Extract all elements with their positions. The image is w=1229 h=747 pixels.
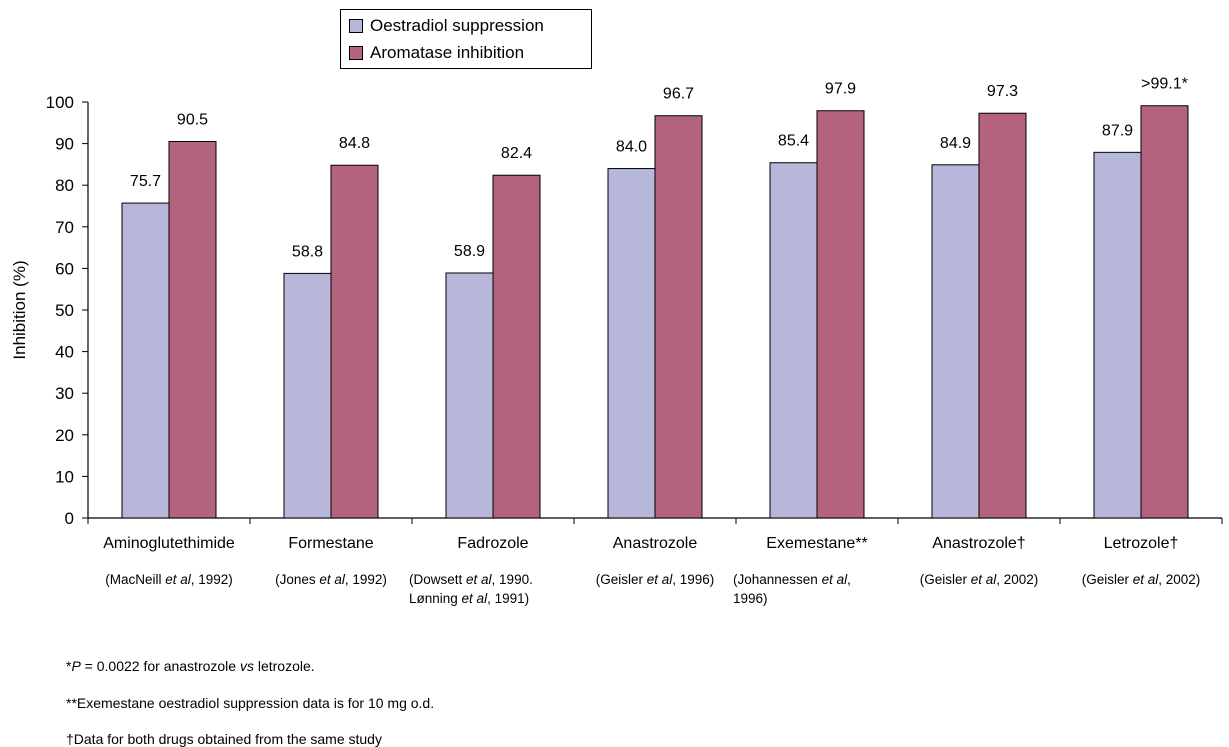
bar-value-label: 82.4 [501,145,532,162]
y-tick-label: 90 [55,135,74,154]
reference-part: , 1990. [492,572,533,587]
bar-oestradiol [445,272,494,519]
reference-part: , 1992) [191,572,233,587]
bar-value-label: 84.8 [339,135,370,152]
bar-oestradiol [931,164,980,519]
bar-oestradiol [607,168,656,519]
category-reference: (MacNeill et al, 1992) [105,572,233,587]
bar-aromatase [492,174,541,519]
bar-aromatase [978,112,1027,519]
bar-value-label: 58.9 [454,243,485,260]
y-tick-label: 40 [55,343,74,362]
bar-aromatase [654,115,703,519]
x-category-label: Anastrozole [613,535,698,552]
bar-value-label: 84.0 [616,139,647,156]
reference-part: (Geisler [596,572,647,587]
category-reference: 1996) [733,591,768,606]
reference-part: Lønning [409,591,462,606]
reference-part: 1996) [733,591,768,606]
bar-aromatase [816,110,865,519]
y-axis-title: Inhibition (%) [10,260,29,359]
category-reference: (Geisler et al, 1996) [596,572,715,587]
bar-value-label: 97.3 [987,83,1018,100]
reference-part: , 2002) [996,572,1038,587]
reference-part: et al [822,572,849,587]
category-reference: (Geisler et al, 2002) [920,572,1039,587]
reference-part: (Dowsett [409,572,466,587]
y-tick-label: 60 [55,259,74,278]
reference-part: et al [466,572,493,587]
reference-part: et al [647,572,674,587]
legend-label-oestradiol: Oestradiol suppression [370,16,544,35]
y-tick-label: 80 [55,176,74,195]
x-category-label: Aminoglutethimide [103,535,235,552]
bar-value-label: 58.8 [292,243,323,260]
reference-part: (Geisler [1082,572,1133,587]
footnote-p-value: *P = 0.0022 for anastrozole vs letrozole… [66,658,315,674]
category-reference: (Geisler et al, 2002) [1082,572,1201,587]
y-tick-label: 70 [55,218,74,237]
y-tick-label: 100 [46,93,74,112]
reference-part: et al [165,572,192,587]
y-tick-label: 30 [55,384,74,403]
x-category-label: Letrozole† [1104,535,1179,552]
bar-value-label: 84.9 [940,135,971,152]
x-category-label: Exemestane** [766,535,867,552]
bar-value-label: 87.9 [1102,122,1133,139]
category-reference: (Jones et al, 1992) [275,572,387,587]
reference-part: , [847,572,851,587]
reference-part: , 1996) [672,572,714,587]
x-category-label: Formestane [288,535,373,552]
reference-part: et al [319,572,346,587]
y-tick-label: 0 [65,509,74,528]
reference-part: (Jones [275,572,319,587]
reference-part: , 2002) [1158,572,1200,587]
chart-legend: Oestradiol suppression Aromatase inhibit… [340,9,592,69]
reference-part: et al [971,572,998,587]
bar-value-label: 75.7 [130,173,161,190]
category-reference: Lønning et al, 1991) [409,591,529,606]
legend-item-oestradiol-suppression: Oestradiol suppression [349,15,544,37]
bar-oestradiol [121,202,170,519]
reference-part: et al [1133,572,1160,587]
legend-item-aromatase-inhibition: Aromatase inhibition [349,42,524,64]
legend-swatch-oestradiol [349,19,363,33]
bar-value-label: >99.1* [1141,76,1188,93]
bar-oestradiol [769,162,818,519]
bar-value-label: 97.9 [825,81,856,98]
x-category-label: Anastrozole† [932,535,1025,552]
reference-part: (Johannessen [733,572,822,587]
x-category-label: Fadrozole [457,535,528,552]
footnote-exemestane: **Exemestane oestradiol suppression data… [66,695,435,711]
legend-label-aromatase: Aromatase inhibition [370,43,525,62]
footnote-same-study: †Data for both drugs obtained from the s… [66,731,382,747]
category-reference: (Dowsett et al, 1990. [409,572,533,587]
bar-aromatase [330,164,379,519]
bar-oestradiol [283,272,332,519]
y-tick-label: 10 [55,467,74,486]
bar-oestradiol [1093,151,1142,519]
legend-swatch-aromatase [349,46,363,60]
category-reference: (Johannessen et al, [733,572,851,587]
reference-part: , 1992) [345,572,387,587]
reference-part: (Geisler [920,572,971,587]
bar-value-label: 85.4 [778,133,809,150]
reference-part: (MacNeill [105,572,165,587]
bar-value-label: 96.7 [663,86,694,103]
reference-part: et al [462,591,489,606]
bar-aromatase [168,141,217,519]
y-tick-label: 20 [55,426,74,445]
reference-part: , 1991) [487,591,529,606]
bar-aromatase [1140,105,1189,519]
bar-value-label: 90.5 [177,112,208,129]
y-tick-label: 50 [55,301,74,320]
